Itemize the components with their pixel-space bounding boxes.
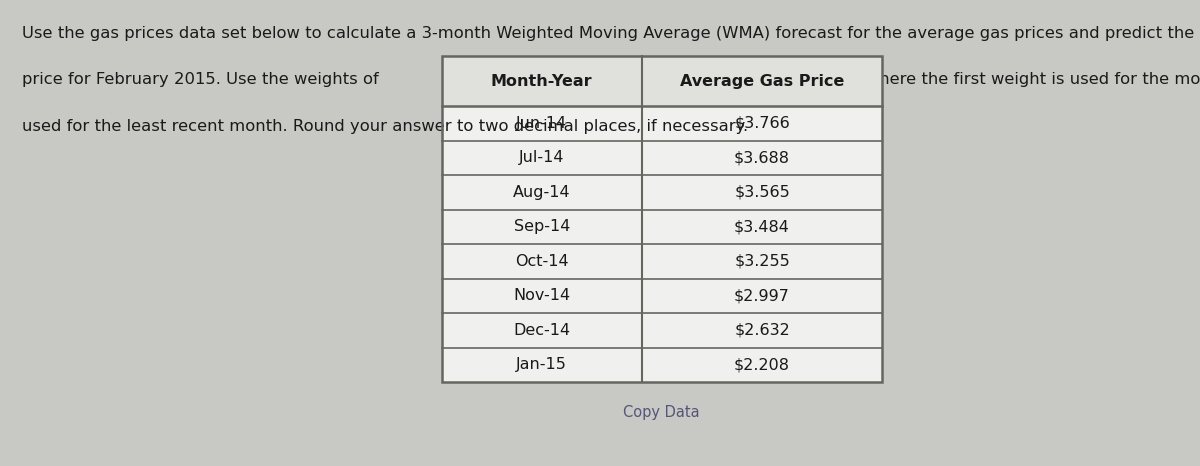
Bar [442, 56, 882, 382]
Text: Copy Data: Copy Data [624, 405, 700, 420]
Text: $3.484: $3.484 [734, 219, 790, 234]
Text: Aug-14: Aug-14 [512, 185, 571, 200]
Text: used for the least recent month. Round your answer to two decimal places, if nec: used for the least recent month. Round y… [22, 119, 748, 134]
Text: Oct-14: Oct-14 [515, 254, 569, 269]
Text: $3.688: $3.688 [734, 151, 790, 165]
Text: , and: , and [577, 72, 623, 87]
Text: 0.3: 0.3 [539, 72, 569, 87]
Text: 0.6: 0.6 [488, 72, 517, 87]
Text: Jul-14: Jul-14 [520, 151, 564, 165]
Text: Nov-14: Nov-14 [514, 288, 570, 303]
Text: $3.766: $3.766 [734, 116, 790, 131]
Text: $3.565: $3.565 [734, 185, 790, 200]
Text: Month-Year: Month-Year [491, 74, 593, 89]
Text: Jan-15: Jan-15 [516, 357, 568, 372]
Text: Sep-14: Sep-14 [514, 219, 570, 234]
Text: $2.208: $2.208 [734, 357, 790, 372]
Text: 0.1: 0.1 [637, 72, 666, 87]
Bar [442, 56, 882, 106]
Text: price for February 2015. Use the weights of: price for February 2015. Use the weights… [22, 72, 384, 87]
Text: Dec-14: Dec-14 [514, 323, 570, 338]
Text: $3.255: $3.255 [734, 254, 790, 269]
Text: Jun-14: Jun-14 [516, 116, 568, 131]
Text: $2.632: $2.632 [734, 323, 790, 338]
Text: ,: , [526, 72, 536, 87]
Text: for the 3-month WMA, where the first weight is used for the most recent month an: for the 3-month WMA, where the first wei… [674, 72, 1200, 87]
Text: $2.997: $2.997 [734, 288, 790, 303]
Text: Average Gas Price: Average Gas Price [680, 74, 844, 89]
Text: Use the gas prices data set below to calculate a 3-month Weighted Moving Average: Use the gas prices data set below to cal… [22, 26, 1200, 41]
Bar [442, 56, 882, 382]
